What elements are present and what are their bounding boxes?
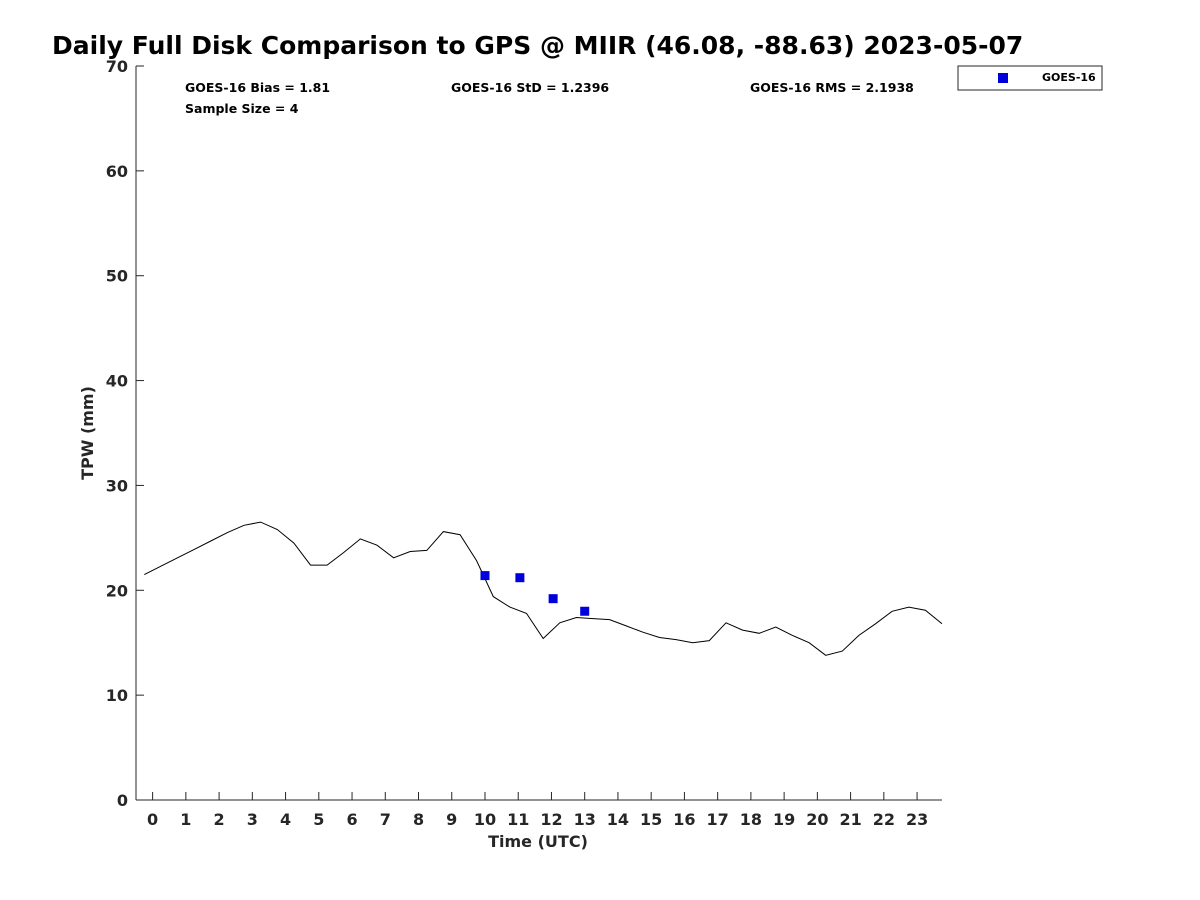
y-tick-label: 50 <box>106 267 128 286</box>
stat-bias: GOES-16 Bias = 1.81 <box>185 80 330 95</box>
y-tick-label: 10 <box>106 686 128 705</box>
chart-title: Daily Full Disk Comparison to GPS @ MIIR… <box>52 31 1023 60</box>
x-tick-label: 1 <box>180 810 191 829</box>
y-tick-label: 30 <box>106 476 128 495</box>
legend-label-goes-16: GOES-16 <box>1042 71 1096 84</box>
goes-16-point <box>515 573 525 583</box>
y-axis-label: TPW (mm) <box>78 386 97 480</box>
x-tick-label: 10 <box>474 810 496 829</box>
legend-box <box>957 65 1103 91</box>
series-layer <box>144 521 943 656</box>
x-tick-label: 9 <box>446 810 457 829</box>
stat-rms: GOES-16 RMS = 2.1938 <box>750 80 914 95</box>
x-axis-label: Time (UTC) <box>488 832 588 851</box>
x-tick-label: 23 <box>906 810 928 829</box>
goes-16-point <box>580 606 590 616</box>
x-tick-label: 6 <box>346 810 357 829</box>
stat-std: GOES-16 StD = 1.2396 <box>451 80 609 95</box>
x-tick-label: 4 <box>280 810 291 829</box>
x-tick-label: 14 <box>607 810 629 829</box>
y-tick-label: 40 <box>106 372 128 391</box>
goes-16-point <box>548 594 558 604</box>
x-tick-label: 20 <box>806 810 828 829</box>
x-tick-label: 16 <box>673 810 695 829</box>
x-tick-label: 5 <box>313 810 324 829</box>
y-tick-label: 60 <box>106 162 128 181</box>
x-tick-label: 0 <box>147 810 158 829</box>
x-tick-label: 18 <box>740 810 762 829</box>
x-tick-label: 22 <box>873 810 895 829</box>
goes-16-point <box>480 571 490 581</box>
ticks: 0 1 2 3 4 5 6 7 8 9 10 11 12 13 14 15 16 17 18 19 20 21 22 2301… <box>106 57 928 829</box>
x-tick-label: 11 <box>507 810 529 829</box>
x-tick-label: 17 <box>707 810 729 829</box>
x-tick-label: 12 <box>540 810 562 829</box>
y-tick-label: 70 <box>106 57 128 76</box>
stat-sample-size: Sample Size = 4 <box>185 101 299 116</box>
x-tick-label: 3 <box>247 810 258 829</box>
x-tick-label: 8 <box>413 810 424 829</box>
y-tick-label: 0 <box>117 791 128 810</box>
x-tick-label: 7 <box>380 810 391 829</box>
y-tick-label: 20 <box>106 581 128 600</box>
gps-tpw-line <box>144 521 943 656</box>
x-tick-label: 15 <box>640 810 662 829</box>
x-tick-label: 13 <box>574 810 596 829</box>
x-tick-label: 2 <box>214 810 225 829</box>
legend-marker-goes-16 <box>998 73 1008 83</box>
axes <box>135 66 942 801</box>
x-tick-label: 19 <box>773 810 795 829</box>
legend: GOES-16 <box>957 65 1103 91</box>
x-tick-label: 21 <box>839 810 861 829</box>
